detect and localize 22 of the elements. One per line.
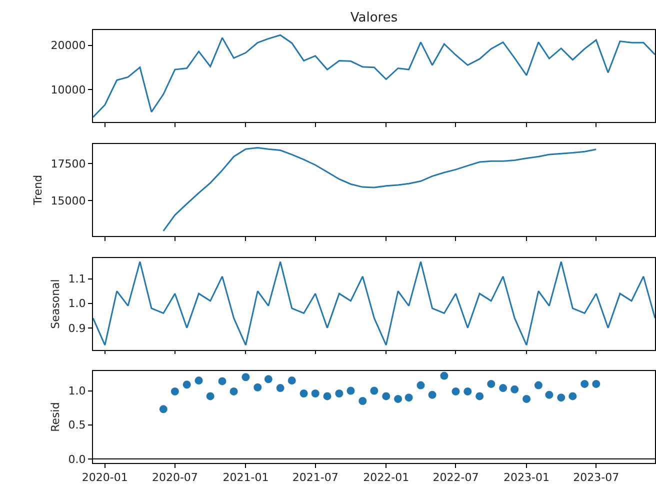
x-tick-label: 2023-01 — [504, 471, 550, 484]
x-tick-label: 2023-07 — [573, 471, 620, 484]
y-tick-label: 10000 — [50, 83, 86, 96]
y-tick-label: 20000 — [50, 39, 86, 52]
y-tick-label: 0.0 — [68, 453, 86, 466]
y-tick-label: 1.1 — [68, 272, 86, 286]
y-tick-label: 0.5 — [68, 418, 86, 432]
x-tick-label: 2021-07 — [292, 471, 338, 484]
y-axis-title: Trend — [31, 174, 44, 206]
x-tick-label: 2020-07 — [152, 471, 198, 484]
x-tick-label: 2022-07 — [432, 471, 479, 484]
y-axis-title: Resid — [48, 402, 62, 432]
y-tick-label: 1.0 — [68, 384, 86, 398]
y-tick-label: 1.0 — [68, 296, 86, 310]
x-tick-label: 2020-01 — [82, 471, 128, 484]
y-tick-label: 0.9 — [68, 321, 86, 334]
chart-title: Valores — [350, 10, 398, 26]
y-tick-label: 17500 — [50, 157, 86, 170]
y-tick-label: 15000 — [50, 194, 86, 208]
x-tick-label: 2022-01 — [363, 471, 410, 484]
x-tick-label: 2021-01 — [222, 471, 269, 484]
y-axis-title: Seasonal — [48, 278, 62, 328]
